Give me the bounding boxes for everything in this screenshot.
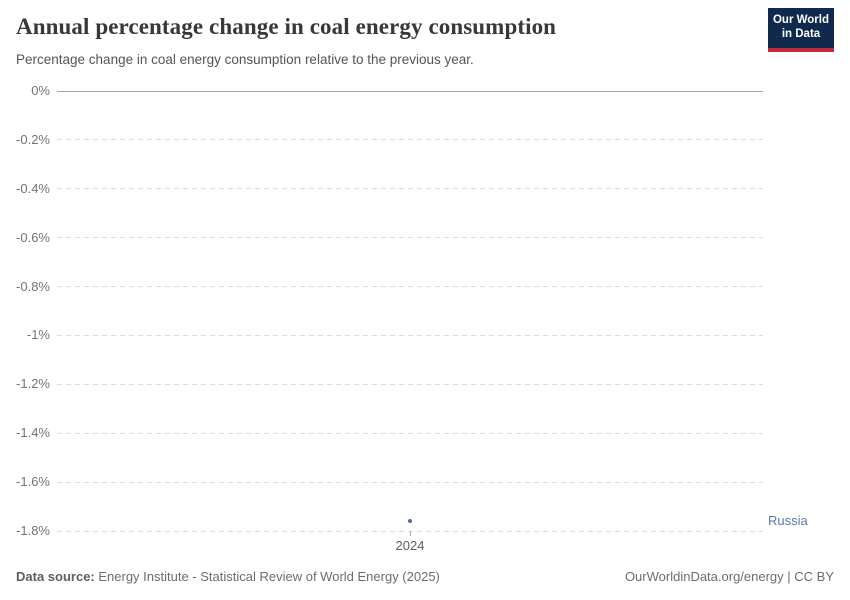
y-gridline bbox=[57, 286, 763, 288]
data-source-note: Data source: Energy Institute - Statisti… bbox=[16, 569, 440, 584]
y-tick-label: -1.4% bbox=[16, 425, 50, 441]
chart-footer: Data source: Energy Institute - Statisti… bbox=[16, 569, 834, 584]
y-tick-label: -1.8% bbox=[16, 523, 50, 538]
chart-subtitle: Percentage change in coal energy consump… bbox=[16, 52, 474, 67]
y-tick-label: -1.6% bbox=[16, 474, 50, 490]
y-tick-label: -0.4% bbox=[16, 180, 50, 196]
owid-logo-line2: in Data bbox=[781, 28, 821, 41]
x-tick-mark bbox=[410, 531, 411, 536]
y-axis-zero-line bbox=[57, 90, 763, 92]
y-gridline bbox=[57, 383, 763, 385]
owid-logo-line1: Our World bbox=[772, 14, 829, 26]
credit-line: OurWorldinData.org/energy | CC BY bbox=[624, 569, 834, 584]
y-gridline bbox=[57, 481, 763, 483]
y-tick-label: -0.8% bbox=[16, 278, 50, 294]
x-tick-label: 2024 bbox=[395, 538, 425, 553]
y-tick-label: 0% bbox=[31, 83, 50, 98]
owid-logo[interactable]: Our World in Data bbox=[768, 8, 834, 52]
y-tick-label: -0.2% bbox=[16, 131, 50, 147]
data-source-text: Energy Institute - Statistical Review of… bbox=[94, 569, 440, 584]
y-tick-label: -1% bbox=[26, 327, 50, 343]
y-gridline bbox=[57, 334, 763, 336]
y-gridline bbox=[57, 139, 763, 141]
data-source-label: Data source: bbox=[16, 569, 95, 584]
entity-label-russia[interactable]: Russia bbox=[768, 513, 808, 529]
y-gridline bbox=[57, 188, 763, 190]
chart-title: Annual percentage change in coal energy … bbox=[16, 14, 557, 39]
y-gridline bbox=[57, 432, 763, 434]
y-tick-label: -1.2% bbox=[16, 376, 50, 392]
data-point-russia[interactable] bbox=[408, 519, 412, 524]
y-gridline bbox=[57, 237, 763, 239]
y-tick-label: -0.6% bbox=[16, 229, 50, 245]
